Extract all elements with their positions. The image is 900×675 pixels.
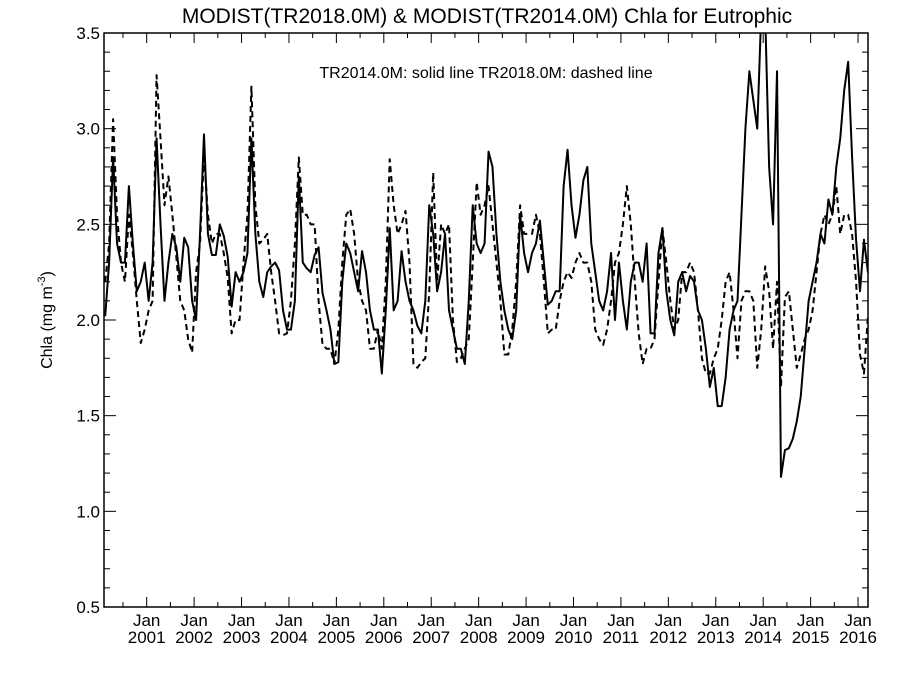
x-tick-month-label: Jan bbox=[749, 611, 776, 630]
y-axis: 0.5 1.0 1.5 2.0 2.5 3.0 3.5 bbox=[76, 24, 868, 617]
x-tick-month-label: Jan bbox=[370, 611, 397, 630]
x-tick-year-label: 2016 bbox=[839, 628, 877, 647]
x-tick-year-label: 2002 bbox=[175, 628, 213, 647]
x-tick-month-label: Jan bbox=[797, 611, 824, 630]
x-tick-year-label: 2001 bbox=[128, 628, 166, 647]
x-tick-month-label: Jan bbox=[512, 611, 539, 630]
x-tick-year-label: 2015 bbox=[792, 628, 830, 647]
y-tick-label: 3.0 bbox=[76, 120, 100, 139]
plot-border bbox=[103, 32, 869, 608]
y-tick-label: 2.5 bbox=[76, 215, 100, 234]
x-tick-month-label: Jan bbox=[228, 611, 255, 630]
legend-annotation: TR2014.0M: solid line TR2018.0M: dashed … bbox=[319, 65, 652, 82]
x-tick-month-label: Jan bbox=[418, 611, 445, 630]
x-tick-month-label: Jan bbox=[607, 611, 634, 630]
x-tick-year-label: 2006 bbox=[365, 628, 403, 647]
y-tick-label: 2.0 bbox=[76, 311, 100, 330]
series-tr2018-dashed-line bbox=[104, 74, 868, 388]
x-tick-year-label: 2007 bbox=[412, 628, 450, 647]
x-tick-month-label: Jan bbox=[323, 611, 350, 630]
x-tick-year-label: 2005 bbox=[317, 628, 355, 647]
y-tick-label: 1.0 bbox=[76, 502, 100, 521]
y-axis-label-text: Chla (mg m bbox=[39, 286, 56, 369]
x-tick-year-label: 2010 bbox=[555, 628, 593, 647]
chart-title: MODIST(TR2018.0M) & MODIST(TR2014.0M) Ch… bbox=[182, 5, 792, 28]
y-axis-label: Chla (mg m-3) bbox=[36, 271, 56, 369]
series-layer bbox=[104, 33, 868, 478]
y-axis-label-close: ) bbox=[39, 271, 56, 276]
x-tick-month-label: Jan bbox=[180, 611, 207, 630]
y-tick-label: 1.5 bbox=[76, 407, 100, 426]
x-tick-month-label: Jan bbox=[275, 611, 302, 630]
x-tick-year-label: 2008 bbox=[460, 628, 498, 647]
plot-frame bbox=[103, 32, 869, 608]
y-axis-label-superscript: -3 bbox=[36, 276, 48, 286]
x-tick-year-label: 2004 bbox=[270, 628, 308, 647]
series-tr2014-solid-line bbox=[104, 33, 868, 478]
x-tick-year-label: 2013 bbox=[697, 628, 735, 647]
x-tick-month-label: Jan bbox=[844, 611, 871, 630]
x-tick-year-label: 2012 bbox=[649, 628, 687, 647]
x-tick-month-label: Jan bbox=[133, 611, 160, 630]
x-tick-month-label: Jan bbox=[465, 611, 492, 630]
x-axis: Jan2001Jan2002Jan2003Jan2004Jan2005Jan20… bbox=[122, 33, 877, 647]
x-tick-year-label: 2014 bbox=[744, 628, 782, 647]
x-tick-month-label: Jan bbox=[560, 611, 587, 630]
x-tick-month-label: Jan bbox=[655, 611, 682, 630]
x-tick-month-label: Jan bbox=[702, 611, 729, 630]
x-tick-year-label: 2003 bbox=[223, 628, 261, 647]
x-tick-year-label: 2009 bbox=[507, 628, 545, 647]
y-tick-label: 0.5 bbox=[76, 598, 100, 617]
x-tick-year-label: 2011 bbox=[603, 628, 640, 647]
y-tick-label: 3.5 bbox=[76, 24, 100, 43]
